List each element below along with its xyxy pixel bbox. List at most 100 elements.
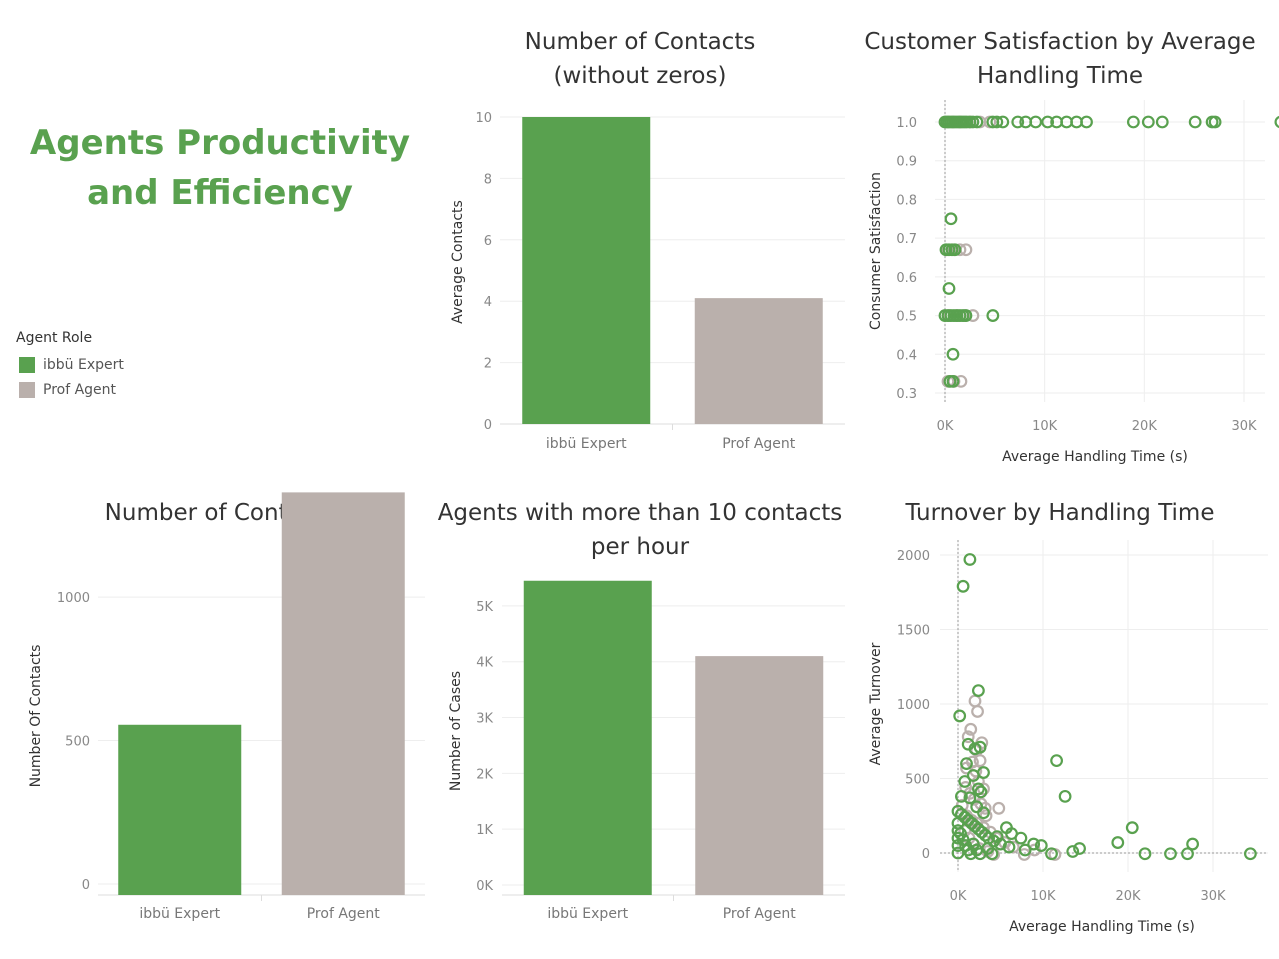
turnover_by_aht-point-prof-agent [979,809,993,823]
turnover_by_aht-point-prof-agent [964,722,978,736]
turnover_by_aht-xtick-label: 30K [1200,889,1226,904]
legend-label-ibbu-expert: ibbü Expert [43,356,124,373]
turnover_by_aht-point-ibbu-expert [1058,789,1072,803]
turnover_by_aht-xtick-label: 10K [1030,889,1056,904]
turnover_by_aht-point-ibbu-expert [1034,839,1048,852]
turnover_by_aht-point-ibbu-expert [1066,845,1080,858]
number_of_contacts-bar-prof-agent [281,492,405,895]
turnover_by_aht-point-ibbu-expert [955,789,968,803]
csat_by_aht-point-ibbu-expert [946,347,960,361]
turnover_by_aht-point-ibbu-expert [1073,842,1086,855]
agents_more_than_10-bar-ibbu-expert [523,580,652,895]
csat_by_aht-point-ibbu-expert [1208,115,1222,129]
csat_by_aht-ytick-label: 0.5 [896,310,917,325]
turnover_by_aht-title-line-1: Turnover by Handling Time [904,500,1214,526]
turnover_by_aht-point-ibbu-expert [1018,843,1032,857]
csat_by_aht-point-ibbu-expert [1188,115,1202,129]
dashboard-title-line-2: and Efficiency [87,173,353,213]
csat_by_aht-point-ibbu-expert [942,282,956,295]
turnover_by_aht-ytick-label: 1000 [897,698,930,713]
turnover_by_aht-point-ibbu-expert [1138,847,1152,861]
csat_by_aht-point-ibbu-expert [1274,115,1279,129]
csat_by_aht-point-ibbu-expert [948,243,962,257]
turnover_by_aht-point-prof-agent [977,782,990,796]
agents_more_than_10-ytick-label: 4K [476,656,493,671]
csat_by_aht-point-ibbu-expert [996,115,1010,129]
contacts_without_zeros-bar-ibbu-expert [522,117,651,424]
agents_more_than_10-ytick-label: 2K [476,767,493,782]
turnover_by_aht-point-ibbu-expert [1243,847,1257,861]
number_of_contacts-category-label: Prof Agent [307,906,381,922]
csat_by_aht-ytick-label: 0.3 [896,387,917,402]
number_of_contacts-ytick-label: 500 [65,735,90,750]
csat_by_aht-point-ibbu-expert [1126,115,1140,129]
contacts_without_zeros-category-label: ibbü Expert [546,436,627,452]
turnover_by_aht-ytick-label: 500 [905,773,930,788]
turnover_by_aht-point-ibbu-expert [963,553,977,566]
legend-label-prof-agent: Prof Agent [43,381,117,398]
turnover_by_aht-xtick-label: 0K [950,889,967,904]
turnover_by_aht-point-ibbu-expert [1045,847,1058,861]
turnover_by_aht-point-prof-agent [992,801,1006,815]
turnover_by_aht-point-ibbu-expert [977,766,990,779]
contacts_without_zeros-bar-prof-agent [694,298,823,424]
legend-swatch-prof-agent [19,381,35,398]
agents_more_than_10-ytick-label: 3K [476,712,493,727]
turnover_by_aht-ytick-label: 0 [922,847,930,862]
turnover_by_aht-point-ibbu-expert [956,579,970,593]
agents_more_than_10-category-label: Prof Agent [723,906,797,922]
csat_by_aht-point-ibbu-expert [990,115,1004,129]
csat_by_aht-point-ibbu-expert [1155,115,1169,129]
turnover_by_aht-point-ibbu-expert [1027,837,1041,851]
csat_by_aht-xtick-label: 20K [1132,419,1158,434]
number_of_contacts-category-label: ibbü Expert [139,906,220,922]
csat_by_aht-point-ibbu-expert [946,374,960,388]
contacts_without_zeros-ylabel: Average Contacts [450,200,466,324]
turnover_by_aht-point-ibbu-expert [972,684,985,697]
turnover_by_aht-point-ibbu-expert [963,791,977,805]
csat_by_aht-xlabel: Average Handling Time (s) [1002,449,1188,465]
agents_more_than_10-ytick-label: 0K [476,879,493,894]
contacts_without_zeros-ytick-label: 6 [484,234,492,249]
csat_by_aht-point-ibbu-expert [1141,115,1155,129]
turnover_by_aht-point-ibbu-expert [1164,847,1177,861]
dashboard-title: Agents Productivity and Efficiency [20,118,420,218]
csat_by_aht-ytick-label: 0.4 [896,348,917,363]
turnover_by_aht-point-prof-agent [1006,840,1020,854]
turnover_by_aht-point-ibbu-expert [974,785,988,799]
contacts_without_zeros-ytick-label: 10 [475,111,492,126]
agents_more_than_10-category-label: ibbü Expert [547,906,628,922]
agents_more_than_10-ytick-label: 1K [476,823,493,838]
csat_by_aht-point-ibbu-expert [959,309,973,322]
csat_by_aht-ytick-label: 0.8 [896,193,917,208]
contacts_without_zeros-ytick-label: 2 [484,357,492,372]
csat_by_aht-point-ibbu-expert [986,309,1000,322]
csat_by_aht-ytick-label: 0.9 [896,155,917,170]
legend-title: Agent Role [16,330,93,346]
turnover_by_aht-point-ibbu-expert [1111,836,1125,849]
turnover_by_aht-xtick-label: 20K [1115,889,1141,904]
turnover_by_aht-point-ibbu-expert [958,775,972,788]
agents_more_than_10-title-line-1: Agents with more than 10 contacts [438,500,843,526]
turnover_by_aht-ylabel: Average Turnover [868,642,884,765]
turnover_by_aht-xlabel: Average Handling Time (s) [1009,919,1195,935]
csat_by_aht-title-line-1: Customer Satisfaction by Average [864,29,1255,55]
csat_by_aht-ytick-label: 0.6 [896,271,917,286]
agents_more_than_10-ylabel: Number of Cases [448,671,464,791]
turnover_by_aht-point-ibbu-expert [1050,754,1063,768]
turnover_by_aht-point-ibbu-expert [977,806,990,820]
agent-role-legend: Agent Role ibbü Expert Prof Agent [16,330,124,402]
csat_by_aht-point-ibbu-expert [1029,115,1043,129]
turnover_by_aht-ytick-label: 1500 [897,624,930,639]
legend-item-prof-agent[interactable]: Prof Agent [16,377,124,402]
turnover_by_aht-point-prof-agent [973,754,987,768]
contacts_without_zeros-title-line-2: (without zeros) [554,63,727,89]
csat_by_aht-ytick-label: 0.7 [896,232,917,247]
legend-item-ibbu-expert[interactable]: ibbü Expert [16,352,124,377]
number_of_contacts-ytick-label: 1000 [57,591,90,606]
number_of_contacts-ytick-label: 0 [82,878,90,893]
csat_by_aht-point-ibbu-expert [970,115,984,129]
dashboard-title-line-1: Agents Productivity [29,123,411,163]
turnover_by_aht-point-ibbu-expert [990,830,1004,844]
